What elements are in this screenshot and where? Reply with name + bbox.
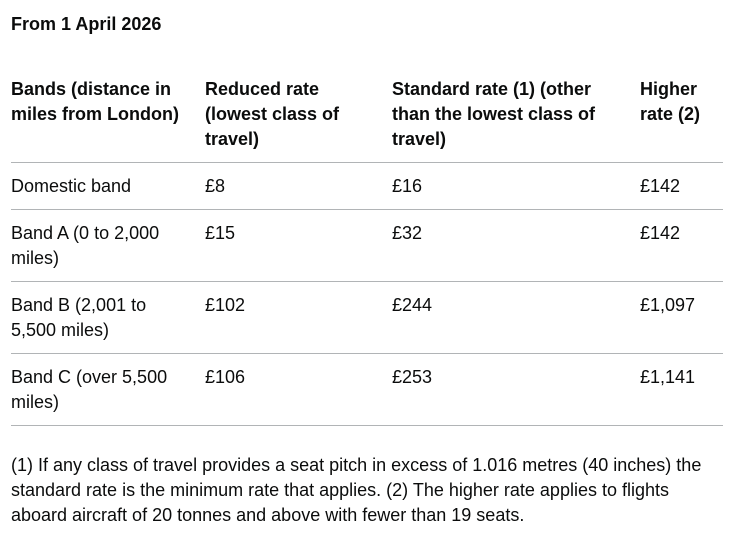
reduced-rate-cell: £106 (205, 353, 392, 426)
header-reduced-rate: Reduced rate (lowest class of travel) (205, 77, 392, 163)
section-heading: From 1 April 2026 (11, 14, 162, 34)
band-cell: Band A (0 to 2,000 miles) (11, 209, 205, 282)
header-bands: Bands (distance in miles from London) (11, 77, 205, 163)
higher-rate-cell: £142 (640, 162, 723, 210)
reduced-rate-cell: £8 (205, 162, 392, 210)
table-header-row: Bands (distance in miles from London) Re… (11, 77, 723, 163)
standard-rate-cell: £32 (392, 209, 640, 282)
higher-rate-cell: £1,141 (640, 353, 723, 426)
header-higher-rate: Higher rate (2) (640, 77, 723, 163)
footnote: (1) If any class of travel provides a se… (11, 455, 702, 525)
higher-rate-cell: £1,097 (640, 281, 723, 354)
band-cell: Domestic band (11, 162, 205, 210)
band-cell: Band B (2,001 to 5,500 miles) (11, 281, 205, 354)
standard-rate-cell: £244 (392, 281, 640, 354)
header-standard-rate: Standard rate (1) (other than the lowest… (392, 77, 640, 163)
table-row: Band A (0 to 2,000 miles) £15 £32 £142 (11, 209, 723, 282)
reduced-rate-cell: £102 (205, 281, 392, 354)
standard-rate-cell: £253 (392, 353, 640, 426)
table-row: Band C (over 5,500 miles) £106 £253 £1,1… (11, 353, 723, 426)
reduced-rate-cell: £15 (205, 209, 392, 282)
standard-rate-cell: £16 (392, 162, 640, 210)
band-cell: Band C (over 5,500 miles) (11, 353, 205, 426)
rates-table: Bands (distance in miles from London) Re… (11, 77, 723, 426)
table-row: Band B (2,001 to 5,500 miles) £102 £244 … (11, 281, 723, 354)
higher-rate-cell: £142 (640, 209, 723, 282)
table-row: Domestic band £8 £16 £142 (11, 162, 723, 210)
